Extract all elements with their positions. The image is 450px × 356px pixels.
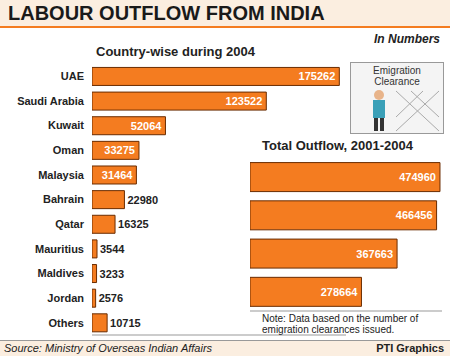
- html-text:Emigration Clearance: Emigration Clearance: [373, 65, 421, 87]
- svg-text:Oman: Oman: [53, 144, 84, 156]
- svg-text:Others: Others: [49, 317, 84, 329]
- svg-text:Qatar: Qatar: [55, 218, 84, 230]
- svg-text:3544: 3544: [100, 243, 125, 255]
- svg-text:UAE: UAE: [61, 70, 84, 82]
- svg-text:Maldives: Maldives: [38, 267, 84, 279]
- svg-text:123522: 123522: [226, 95, 263, 107]
- html-text:Note: Data based on the number: Note: Data based on the number of emigra…: [262, 313, 419, 335]
- svg-text:33275: 33275: [104, 144, 135, 156]
- html-text:In Numbers: In Numbers: [374, 32, 440, 46]
- html-text:PTI Graphics: PTI Graphics: [376, 342, 444, 354]
- svg-text:2576: 2576: [99, 292, 123, 304]
- svg-text:175262: 175262: [299, 70, 336, 82]
- svg-text:22980: 22980: [127, 194, 158, 206]
- svg-text:367663: 367663: [356, 248, 393, 260]
- svg-text:Mauritius: Mauritius: [35, 243, 84, 255]
- html-text:Country-wise during 2004: Country-wise during 2004: [96, 44, 255, 59]
- svg-text:52064: 52064: [131, 120, 162, 132]
- svg-text:31464: 31464: [102, 169, 133, 181]
- svg-text:16325: 16325: [118, 218, 149, 230]
- svg-text:Kuwait: Kuwait: [48, 119, 84, 131]
- svg-text:Saudi Arabia: Saudi Arabia: [17, 95, 85, 107]
- svg-text:Malaysia: Malaysia: [38, 169, 85, 181]
- svg-text:278664: 278664: [321, 286, 359, 298]
- html-text:LABOUR OUTFLOW FROM INDIA: LABOUR OUTFLOW FROM INDIA: [8, 2, 325, 24]
- html-text:Total Outflow, 2001-2004: Total Outflow, 2001-2004: [262, 138, 413, 153]
- svg-text:10715: 10715: [110, 317, 141, 329]
- svg-text:466456: 466456: [396, 209, 433, 221]
- svg-text:Jordan: Jordan: [47, 292, 84, 304]
- html-text:Source: Ministry of Overseas I: Source: Ministry of Overseas Indian Affa…: [4, 342, 213, 354]
- svg-text:3233: 3233: [100, 268, 124, 280]
- svg-text:Bahrain: Bahrain: [43, 193, 84, 205]
- svg-text:474960: 474960: [399, 171, 436, 183]
